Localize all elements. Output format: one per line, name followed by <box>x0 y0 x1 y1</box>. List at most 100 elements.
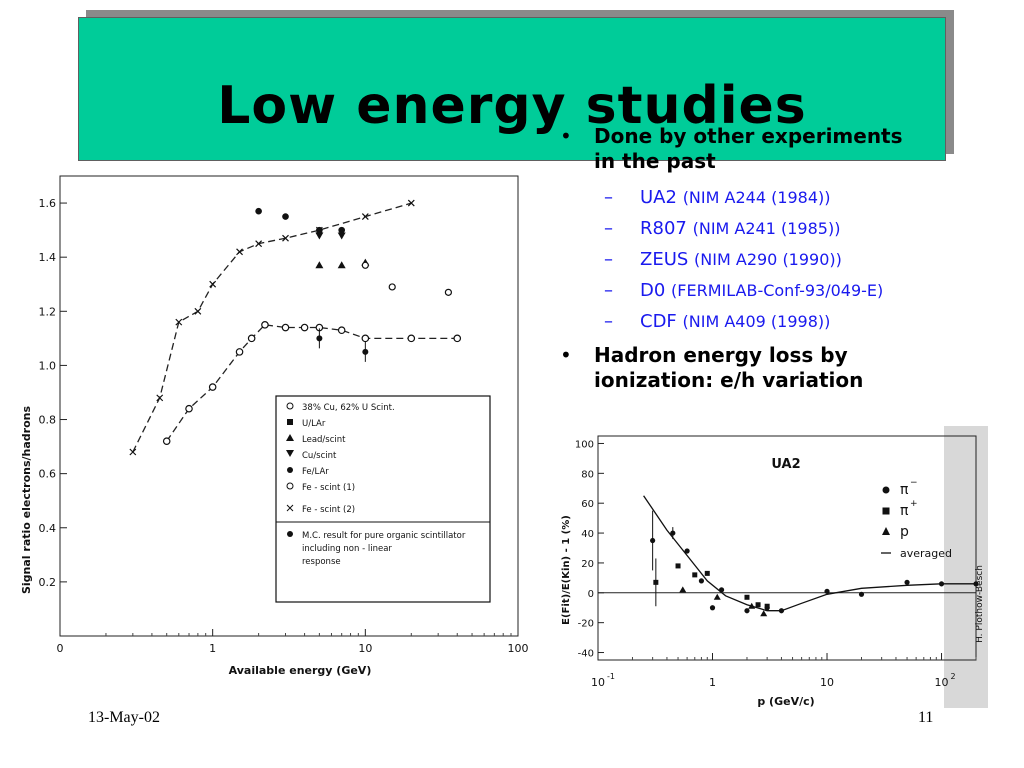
experiment-list: – UA2 (NIM A244 (1984)) – R807 (NIM A241 (… <box>556 182 1024 337</box>
data-point-38cu <box>281 323 290 332</box>
data-point-proton <box>713 593 721 600</box>
data-point-u-lar <box>282 213 289 220</box>
y-tick-label: 60 <box>581 499 594 510</box>
data-point-pi-plus <box>675 563 681 569</box>
x-tick-label: 0 <box>57 642 64 655</box>
data-point-pi-minus <box>718 587 725 593</box>
x-tick-label: 100 <box>508 642 529 655</box>
data-point-38cu <box>407 334 416 343</box>
data-point-u-lar <box>338 226 345 234</box>
legend-symbol <box>286 402 294 410</box>
y-tick-label: 80 <box>581 469 594 480</box>
data-point-fe-lar <box>316 335 323 342</box>
data-point-pi-minus <box>744 608 750 614</box>
y-tick-label: 20 <box>581 559 594 570</box>
data-point-pi-plus <box>744 594 750 600</box>
slide-title: Low energy studies <box>217 76 807 136</box>
legend-label: U/LAr <box>302 419 326 429</box>
legend-symbol <box>287 531 293 537</box>
data-point-pi-plus <box>755 602 761 608</box>
data-point-u-lar <box>316 226 323 234</box>
data-point-pi-minus <box>904 579 910 585</box>
e-h-ratio-chart: Signal ratio electrons/hadrons Available… <box>20 175 529 677</box>
legend-symbol <box>286 434 294 441</box>
left-chart-frame <box>59 175 519 637</box>
x-tick-label: 10 <box>820 676 834 689</box>
y-tick-label: -20 <box>578 619 594 630</box>
data-point-fe-scint1 <box>444 288 452 296</box>
legend-symbol <box>286 482 294 490</box>
data-point-pi-minus <box>973 581 979 587</box>
data-point-pi-minus <box>684 548 690 554</box>
data-point-lead-scint <box>337 261 346 269</box>
legend-symbol <box>287 467 293 473</box>
data-point-pi-minus <box>778 608 785 614</box>
textured-edge <box>944 426 988 708</box>
y-tick-label: 1.2 <box>39 305 57 318</box>
y-tick-label: 1.6 <box>39 197 57 210</box>
x-tick-label: 10 <box>935 676 949 689</box>
legend-superscript: − <box>910 478 918 488</box>
data-point-38cu <box>337 326 346 335</box>
data-point-fe-scint2 <box>236 248 243 256</box>
y-tick-label: 100 <box>575 439 594 450</box>
legend-label: 38% Cu, 62% U Scint. <box>302 403 395 413</box>
data-point-pi-minus <box>698 578 705 584</box>
left-chart-xlabel: Available energy (GeV) <box>229 664 372 677</box>
right-chart-xlabel: p (GeV/c) <box>757 695 814 708</box>
y-tick-label: 0.2 <box>39 576 57 589</box>
legend-label: π <box>900 482 909 498</box>
data-point-cu-scint <box>315 232 324 240</box>
y-tick-label: -40 <box>578 649 594 660</box>
sub-item-name: UA2 <box>640 187 677 208</box>
data-point-fe-scint2 <box>407 199 415 207</box>
x-tick-label: 10 <box>358 642 372 655</box>
data-point-fe-scint2 <box>175 318 183 326</box>
legend-label: M.C. result for pure organic scintillato… <box>302 531 466 541</box>
bullet-list: • Done by other experiments in the past … <box>556 124 1024 393</box>
data-point-pi-minus <box>858 591 865 597</box>
right-chart-frame <box>597 435 977 661</box>
data-point-fe-scint2 <box>361 213 369 221</box>
data-point-pi-plus <box>692 572 698 578</box>
data-point-38cu <box>453 334 462 343</box>
legend-symbol <box>882 527 890 535</box>
right-chart-title: UA2 <box>771 457 800 472</box>
data-point-fe-scint1 <box>361 261 369 269</box>
data-point-38cu <box>208 383 217 391</box>
sub-item-cdf: – CDF (NIM A409 (1998)) <box>604 311 831 332</box>
x-tick-label: 10 <box>591 676 605 689</box>
legend-label: Lead/scint <box>302 435 346 445</box>
data-point-fe-lar <box>362 348 369 355</box>
sub-item-ref: (NIM A241 (1985)) <box>692 219 841 238</box>
data-point-38cu <box>185 404 193 413</box>
legend-label: including non - linear <box>302 544 392 554</box>
legend-label: averaged <box>900 547 952 560</box>
sub-item-ref: (NIM A244 (1984)) <box>682 188 831 207</box>
legend-superscript: + <box>910 499 918 509</box>
legend-label: Fe - scint (2) <box>302 505 355 515</box>
bullet-2-line-2: ionization: e/h variation <box>594 368 864 392</box>
legend-symbol <box>287 419 293 425</box>
data-point-fe-scint2 <box>255 240 263 248</box>
data-point-proton <box>748 602 756 609</box>
data-point-38cu <box>247 334 256 343</box>
legend-symbol <box>286 504 294 512</box>
ua2-chart: E(Fit)/E(Kin) - 1 (%) p (GeV/c) H. Ploth… <box>556 422 990 712</box>
x-tick-exponent: 2 <box>951 672 956 681</box>
x-tick-label: 1 <box>209 642 216 655</box>
bullet-ionization: • Hadron energy loss by ionization: e/h … <box>556 343 1024 393</box>
data-point-u-lar <box>255 207 262 215</box>
left-chart-legend: 38% Cu, 62% U Scint. U/LAr Lead/scint Cu/sc… <box>275 395 491 603</box>
data-point-38cu <box>162 437 171 445</box>
data-point-fe-scint2 <box>282 234 289 242</box>
y-tick-label: 0 <box>588 589 594 600</box>
data-point-pi-minus <box>824 588 830 594</box>
sub-item-name: ZEUS <box>640 249 689 270</box>
bullet-2-line-1: Hadron energy loss by <box>594 343 848 367</box>
right-chart-side-label: H. Plothow-Besch <box>975 565 985 643</box>
y-tick-label: 0.4 <box>39 522 57 535</box>
data-point-38cu <box>300 323 309 332</box>
sub-item-name: CDF <box>640 311 677 332</box>
y-tick-label: 0.8 <box>39 414 57 427</box>
